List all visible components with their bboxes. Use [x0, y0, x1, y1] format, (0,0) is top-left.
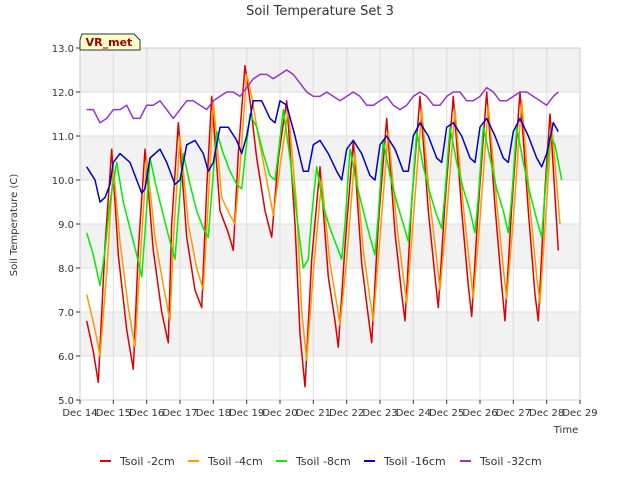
x-tick-label: Dec 23 [362, 408, 397, 419]
y-tick-label: 7.0 [58, 308, 74, 319]
legend-label: Tsoil -32cm [479, 455, 542, 468]
background-band [80, 48, 580, 92]
x-tick-label: Dec 28 [529, 408, 564, 419]
x-tick-label: Dec 20 [262, 408, 297, 419]
legend-label: Tsoil -4cm [207, 455, 263, 468]
x-tick-label: Dec 14 [62, 408, 97, 419]
y-tick-label: 8.0 [58, 264, 74, 275]
chart-title: Soil Temperature Set 3 [246, 4, 394, 19]
y-tick-label: 12.0 [52, 88, 74, 99]
y-tick-label: 9.0 [58, 220, 74, 231]
x-tick-label: Dec 18 [196, 408, 231, 419]
x-tick-label: Dec 29 [562, 408, 597, 419]
series-line [85, 73, 561, 362]
station-badge: VR_met [79, 33, 141, 51]
x-tick-label: Dec 19 [229, 408, 264, 419]
y-tick-label: 11.0 [52, 132, 74, 143]
x-tick-label: Dec 15 [96, 408, 131, 419]
x-tick-label: Dec 27 [496, 408, 531, 419]
x-axis-label: Time [553, 425, 578, 436]
legend-label: Tsoil -16cm [383, 455, 446, 468]
station-badge-box [79, 33, 141, 51]
legend-label: Tsoil -8cm [295, 455, 351, 468]
y-tick-label: 10.0 [52, 176, 74, 187]
station-badge-label: VR_met [86, 36, 133, 49]
x-tick-label: Dec 21 [296, 408, 331, 419]
series-lines [85, 64, 563, 388]
x-tick-label: Dec 17 [162, 408, 197, 419]
x-tick-label: Dec 26 [462, 408, 497, 419]
x-tick-label: Dec 22 [329, 408, 364, 419]
series-line [85, 108, 563, 287]
x-tick-label: Dec 16 [129, 408, 164, 419]
y-axis-label: Soil Temperature (C) [9, 174, 20, 277]
y-tick-label: 5.0 [58, 396, 74, 407]
y-tick-label: 13.0 [52, 44, 74, 55]
y-tick-label: 6.0 [58, 352, 74, 363]
series-line [86, 100, 559, 203]
x-tick-label: Dec 24 [396, 408, 431, 419]
x-tick-label: Dec 25 [429, 408, 464, 419]
legend-label: Tsoil -2cm [119, 455, 175, 468]
series-line [86, 69, 559, 124]
legend: Tsoil -2cm Tsoil -4cm Tsoil -8cm Tsoil -16c… [100, 455, 542, 468]
y-axis-ticks: 5.0 6.0 7.0 8.0 9.0 10.0 11.0 12.0 13.0 [52, 44, 80, 407]
